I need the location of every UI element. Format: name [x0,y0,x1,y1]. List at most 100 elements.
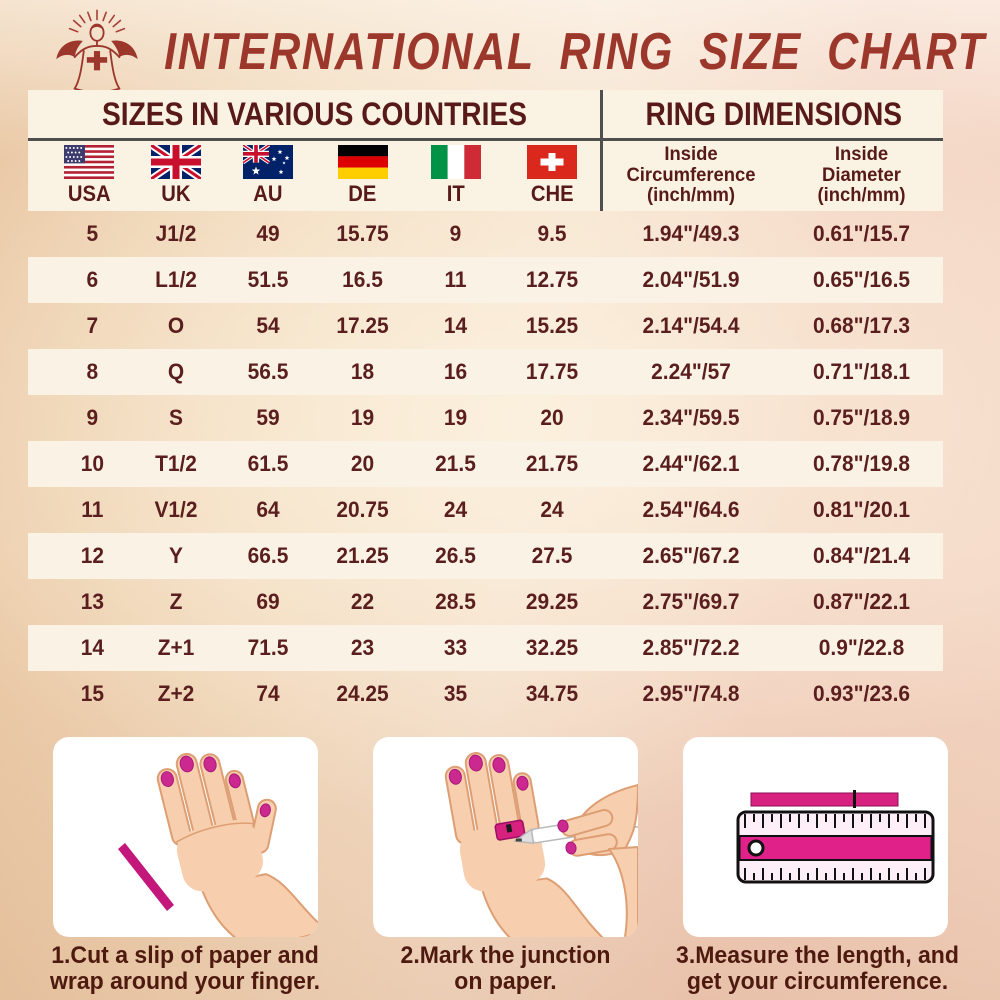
table-cell: 54 [256,313,280,338]
table-cell: 14 [443,313,468,338]
table-cell: 16 [443,359,468,384]
instruction-panel-2 [373,737,638,937]
usa-flag-icon [64,145,114,179]
table-cell: 2.65"/67.2 [642,543,740,568]
table-row: 10 T1/2 61.5 20 21.5 21.75 2.44"/62.1 0.78"/19.… [28,441,943,487]
table-cell: 0.71"/18.1 [812,359,911,384]
table-row: 9 S 59 19 19 20 2.34"/59.5 0.75"/18.9 [28,395,943,441]
table-cell: 24 [443,497,468,522]
table-cell: 9 [449,221,462,246]
table-cell: 24.25 [336,681,389,706]
column-header-it: IT [409,141,502,211]
table-cell: 0.65"/16.5 [812,267,911,292]
table-cell: 15.25 [525,313,579,338]
table-cell: 21.25 [336,543,389,568]
table-cell: 51.5 [247,267,289,292]
table-cell: 20.75 [336,497,389,522]
table-cell: 35 [443,681,468,706]
column-header-de: DE [316,141,409,211]
column-header-usa: USA [28,141,132,211]
table-cell: Z+1 [157,635,195,660]
size-table-rows: 5 J1/2 49 15.75 9 9.5 1.94"/49.3 0.61"/15.7 6 L1/… [28,211,943,717]
table-cell: Q [167,359,185,384]
table-cell: 0.93"/23.6 [812,681,911,706]
table-cell: 13 [80,589,104,614]
table-cell: 0.9"/22.8 [818,635,905,660]
table-cell: 59 [256,405,280,430]
table-cell: 64 [256,497,280,522]
table-cell: 0.78"/19.8 [812,451,911,476]
table-cell: 69 [256,589,280,614]
table-cell: 19 [443,405,468,430]
country-flags-row: USA UK [28,141,602,211]
country-code: USA [67,181,111,206]
ruler-measuring-strip-illustration [736,790,935,884]
table-cell: 10 [80,451,104,476]
table-row: 12 Y 66.5 21.25 26.5 27.5 2.65"/67.2 0.84"/21.4 [28,533,943,579]
table-cell: 2.14"/54.4 [642,313,740,338]
table-cell: 2.34"/59.5 [642,405,740,430]
table-row: 15 Z+2 74 24.25 35 34.75 2.95"/74.8 0.93"/23.6 [28,671,943,717]
table-cell: 15 [80,681,104,706]
table-cell: 12 [80,543,104,568]
table-cell: 7 [86,313,99,338]
country-code: UK [161,181,191,206]
dimension-headers-row: Inside Circumference (inch/mm) Inside Di… [602,141,943,211]
table-cell: 24 [540,497,564,522]
table-cell: 33 [443,635,468,660]
instruction-caption-1: 1.Cut a slip of paper and wrap around you… [49,942,321,996]
table-cell: 8 [86,359,99,384]
jesus-cross-logo-icon [56,9,138,92]
section-title-countries: SIZES IN VARIOUS COUNTRIES [102,95,528,132]
instruction-panel-3 [683,737,948,937]
table-cell: 11 [444,267,467,292]
table-row: 8 Q 56.5 18 16 17.75 2.24"/57 0.71"/18.1 [28,349,943,395]
column-header-uk: UK [132,141,220,211]
instruction-caption-3: 3.Measure the length, and get your circum… [676,942,959,996]
table-cell: 32.25 [525,635,579,660]
table-cell: 20 [350,451,375,476]
table-row: 13 Z 69 22 28.5 29.25 2.75"/69.7 0.87"/22.1 [28,579,943,625]
table-cell: 21.75 [525,451,579,476]
table-cell: 49 [256,221,280,246]
table-cell: Y [169,543,183,568]
table-cell: 27.5 [531,543,573,568]
table-cell: 28.5 [435,589,476,614]
table-row: 5 J1/2 49 15.75 9 9.5 1.94"/49.3 0.61"/15.7 [28,211,943,257]
table-cell: J1/2 [155,221,197,246]
table-cell: 61.5 [247,451,289,476]
table-cell: 6 [86,267,99,292]
table-cell: 21.5 [435,451,476,476]
table-cell: 17.75 [525,359,579,384]
australia-flag-icon [243,145,293,179]
vertical-divider [600,90,603,211]
table-cell: 12.75 [525,267,579,292]
country-code: DE [348,181,377,206]
table-cell: 26.5 [435,543,476,568]
table-cell: 0.84"/21.4 [812,543,911,568]
table-row: 6 L1/2 51.5 16.5 11 12.75 2.04"/51.9 0.65"/16.5 [28,257,943,303]
italy-flag-icon [430,145,481,179]
hand-with-paper-strip-illustration [118,752,318,937]
table-cell: 9.5 [537,221,567,246]
horizontal-divider [28,138,943,141]
table-cell: 2.75"/69.7 [642,589,740,614]
table-cell: 20 [540,405,564,430]
table-cell: 19 [350,405,375,430]
table-cell: 0.81"/20.1 [812,497,911,522]
table-cell: 16.5 [342,267,383,292]
table-row: 11 V1/2 64 20.75 24 24 2.54"/64.6 0.81"/20.1 [28,487,943,533]
column-header-inside-circumference: Inside Circumference (inch/mm) [626,143,756,207]
table-cell: O [167,313,185,338]
table-cell: 2.95"/74.8 [642,681,740,706]
table-cell: 1.94"/49.3 [642,221,740,246]
table-cell: 29.25 [525,589,579,614]
table-cell: 2.04"/51.9 [642,267,740,292]
table-cell: 66.5 [247,543,289,568]
table-cell: 2.24"/57 [651,359,731,384]
table-cell: L1/2 [155,267,197,292]
table-cell: 18 [350,359,375,384]
instruction-caption-2: 2.Mark the junction on paper. [400,942,611,996]
table-cell: 14 [80,635,104,660]
table-cell: Z [169,589,183,614]
